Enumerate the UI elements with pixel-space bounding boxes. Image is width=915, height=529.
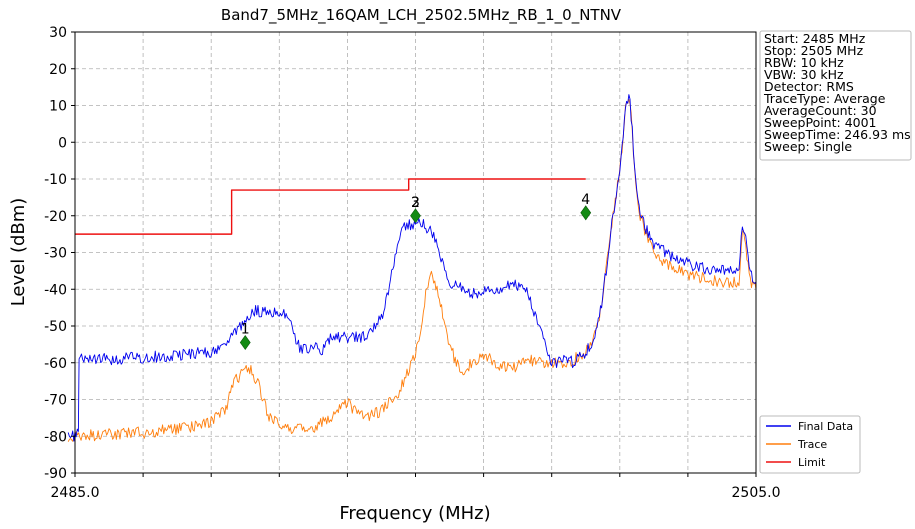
x-axis-label: Frequency (MHz) (339, 503, 490, 524)
info-sweep-point: SweepPoint: 4001 (764, 115, 877, 130)
y-tick-label: -90 (44, 466, 67, 482)
info-average-count: AverageCount: 30 (764, 103, 877, 118)
series-line-final-data (67, 94, 757, 442)
y-tick-label: -30 (44, 246, 67, 262)
chart-title: Band7_5MHz_16QAM_LCH_2502.5MHz_RB_1_0_NT… (221, 6, 622, 25)
marker-diamond-4 (580, 205, 592, 221)
y-tick-label: -60 (44, 356, 67, 372)
info-sweep: Sweep: Single (764, 139, 852, 154)
series-line-limit (75, 178, 586, 235)
x-tick-label-start: 2485.0 (51, 485, 100, 501)
marker-label-1: 1 (241, 322, 250, 338)
x-axis-ticks (74, 473, 757, 477)
info-start: Start: 2485 MHz (764, 31, 866, 46)
y-tick-label: 30 (49, 25, 67, 41)
marker-label-4: 4 (581, 192, 590, 208)
grid-lines (75, 32, 756, 473)
info-box: Start: 2485 MHz Stop: 2505 MHz RBW: 10 k… (759, 30, 912, 161)
y-tick-label: -10 (44, 172, 67, 188)
y-tick-label: -20 (44, 209, 67, 225)
marker-diamond-1 (239, 335, 251, 351)
y-axis-label: Level (dBm) (8, 198, 29, 307)
marker-diamond-2 (410, 208, 421, 224)
info-rbw: RBW: 10 kHz (764, 55, 844, 70)
y-tick-label: -50 (44, 319, 67, 335)
legend-label-final-data: Final Data (798, 420, 853, 433)
y-axis-ticks: 30 20 10 0 -10 -20 -30 -40 -50 -60 -70 -80 -90 (44, 25, 75, 482)
y-tick-label: 20 (49, 62, 67, 78)
y-tick-label: -80 (44, 429, 67, 445)
y-tick-label: -70 (44, 393, 67, 409)
series-line-trace (67, 99, 757, 442)
series-layer (67, 94, 757, 442)
y-tick-label: 0 (58, 135, 67, 151)
info-trace-type: TraceType: Average (763, 91, 886, 106)
legend-frame (759, 415, 861, 474)
info-sweep-time: SweepTime: 246.93 ms (764, 127, 911, 142)
x-tick-label-end: 2505.0 (732, 485, 781, 501)
legend: Final Data Trace Limit (759, 415, 861, 474)
y-tick-label: -40 (44, 282, 67, 298)
marker-label-2: 2 (411, 195, 420, 211)
markers-layer: 1 23 4 (239, 192, 592, 351)
marker-label-3: 3 (411, 195, 420, 211)
legend-label-limit: Limit (798, 456, 826, 469)
y-tick-label: 10 (49, 99, 67, 115)
info-detector: Detector: RMS (764, 79, 854, 94)
legend-label-trace: Trace (797, 438, 827, 451)
info-stop: Stop: 2505 MHz (764, 43, 864, 58)
info-vbw: VBW: 30 kHz (764, 67, 844, 82)
info-box-frame (759, 30, 912, 161)
